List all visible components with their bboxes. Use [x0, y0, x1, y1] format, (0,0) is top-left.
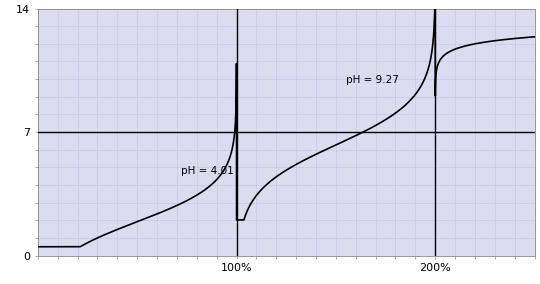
Text: pH = 9.27: pH = 9.27	[346, 75, 399, 85]
Text: pH = 4.01: pH = 4.01	[181, 166, 234, 176]
